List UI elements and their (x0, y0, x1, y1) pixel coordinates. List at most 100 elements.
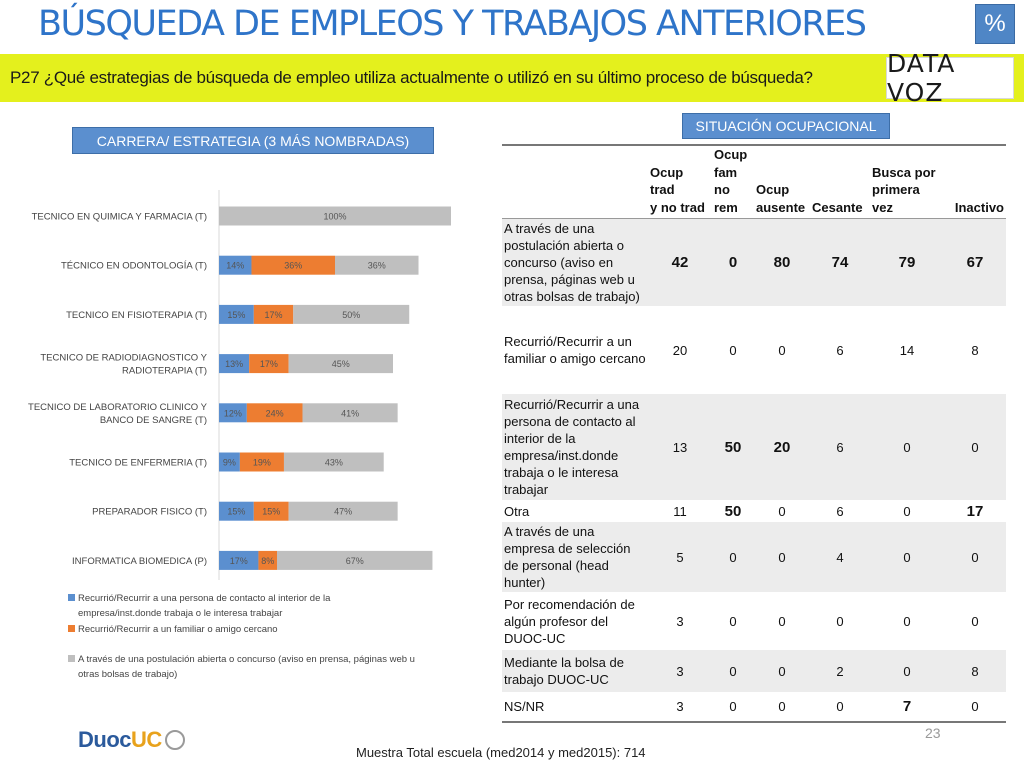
row-label: NS/NR (504, 699, 545, 714)
chart-header: CARRERA/ ESTRATEGIA (3 MÁS NOMBRADAS) (72, 127, 434, 154)
category-label-line: RADIOTERAPIA (T) (122, 366, 207, 377)
table-cell: 5 (676, 549, 684, 565)
table-cell: 14 (899, 342, 915, 358)
legend-label-line: otras bolsas de trabajo) (78, 669, 177, 680)
table-body: A través de una postulación abierta o co… (502, 218, 1006, 722)
legend-label-line: empresa/inst.donde trabaja o le interesa… (78, 608, 282, 619)
legend-swatch (68, 655, 75, 662)
bar-segment (251, 255, 335, 275)
table-cell: 74 (831, 254, 849, 271)
table-row: Recurrió/Recurrir a un familiar o amigo … (502, 306, 1006, 394)
occupational-table: Ocup trad y no trad Ocup fam no rem Ocup ausent… (502, 144, 1006, 723)
datavoz-logo-text: DATA VOZ (887, 49, 956, 107)
category-label-line: TECNICO DE ENFERMERIA (T) (69, 458, 207, 469)
bar-segment (219, 255, 252, 275)
table-cell: 20 (773, 438, 791, 456)
table-cell: 8 (971, 663, 979, 679)
table-row: A través de una postulación abierta o co… (502, 218, 1006, 306)
category-label: INFORMATICA BIOMEDICA (P) (72, 556, 207, 567)
table-cell: 11 (673, 503, 687, 519)
bar-segment (219, 550, 259, 570)
bar-segment (302, 403, 398, 423)
table-cell: 0 (729, 342, 737, 358)
table-cell: 0 (778, 342, 786, 358)
legend-label-line: Recurrió/Recurrir a un familiar o amigo … (78, 624, 278, 635)
category-label-line: TECNICO DE LABORATORIO CLINICO Y (28, 402, 208, 413)
category-label-line: INFORMATICA BIOMEDICA (P) (72, 556, 207, 567)
table-cell: 3 (676, 613, 684, 629)
category-label: TECNICO DE RADIODIAGNOSTICO Y RADIOTERAPI… (40, 353, 207, 377)
datavoz-logo: DATA VOZ (886, 49, 1014, 107)
duoc-logo-part1: Duoc (78, 727, 132, 752)
legend-label-line: A través de una postulación abierta o co… (78, 654, 415, 665)
duoc-logo-part2: UC (131, 727, 162, 752)
bar-segment (219, 452, 240, 472)
column-header: Ocup trad y no trad (650, 164, 705, 215)
category-label-line: PREPARADOR FISICO (T) (92, 507, 207, 518)
table-cell: 0 (903, 549, 911, 565)
row-label: Recurrió/Recurrir a un familiar o amigo … (504, 334, 646, 366)
table-cell: 0 (778, 613, 786, 629)
column-header: Cesante (812, 199, 863, 215)
data-label: 47% (334, 507, 352, 517)
stacked-bar-chart: TECNICO EN QUIMICA Y FARMACIA (T) 100% TÉC… (28, 190, 451, 680)
seal-icon (164, 730, 185, 750)
table-cell: 0 (729, 663, 737, 679)
data-label: 12% (224, 408, 242, 418)
bar-segment (219, 354, 250, 374)
table-cell: 0 (971, 613, 979, 629)
table-cell: 0 (728, 254, 738, 271)
data-label: 17% (260, 359, 278, 369)
bar-segment (277, 550, 433, 570)
row-label: A través de una empresa de selección de … (504, 524, 631, 590)
percent-badge: % (975, 4, 1015, 44)
question-text: P27 ¿Qué estrategias de búsqueda de empl… (10, 68, 813, 87)
table-header-row: Ocup trad y no trad Ocup fam no rem Ocup ausent… (502, 145, 1006, 219)
bar-segment (258, 550, 277, 570)
data-label: 36% (284, 261, 302, 271)
page-title: BÚSQUEDA DE EMPLEOS Y TRABAJOS ANTERIORE… (38, 4, 867, 44)
table-row: Mediante la bolsa de trabajo DUOC-UC 3 0 0 2… (502, 650, 1006, 692)
duoc-uc-logo: DuocUC (78, 725, 186, 755)
data-label: 14% (226, 261, 244, 271)
legend-label: Recurrió/Recurrir a una persona de conta… (78, 593, 331, 619)
bar-segment (239, 452, 284, 472)
row-label: A través de una postulación abierta o co… (504, 221, 640, 304)
data-label: 9% (223, 458, 236, 468)
data-label: 41% (341, 408, 359, 418)
table-cell: 0 (778, 663, 786, 679)
data-label: 17% (265, 310, 283, 320)
legend-label-line: Recurrió/Recurrir a una persona de conta… (78, 593, 331, 604)
bar-segment (219, 403, 247, 423)
table-cell: 0 (836, 699, 844, 714)
data-label: 67% (346, 556, 364, 566)
bar-segment (293, 304, 410, 324)
table-cell: 0 (778, 699, 786, 714)
table-cell: 6 (836, 342, 844, 358)
legend-swatch (68, 625, 75, 632)
table-cell: 0 (971, 439, 979, 455)
data-label: 36% (368, 261, 386, 271)
data-label: 8% (261, 556, 274, 566)
table-cell: 0 (971, 699, 979, 714)
duoc-logo-text: DuocUC (78, 727, 162, 753)
row-label: Mediante la bolsa de trabajo DUOC-UC (504, 655, 624, 687)
legend-swatch (68, 594, 75, 601)
data-label: 43% (325, 458, 343, 468)
bar-segment (283, 452, 384, 472)
table-cell: 80 (773, 254, 791, 271)
bar-segment (253, 501, 289, 521)
category-label: TÉCNICO EN ODONTOLOGÍA (T) (61, 261, 207, 272)
bar-segment (246, 403, 303, 423)
sample-note: Muestra Total escuela (med2014 y med2015… (356, 745, 646, 760)
row-label: Por recomendación de algún profesor del … (504, 596, 635, 646)
table-cell: 20 (672, 342, 688, 358)
data-label: 24% (266, 408, 284, 418)
category-label: TECNICO DE ENFERMERIA (T) (69, 458, 207, 469)
data-label: 50% (342, 310, 360, 320)
table-header: SITUACIÓN OCUPACIONAL (682, 113, 890, 139)
table-cell: 0 (836, 613, 844, 629)
table-cell: 2 (836, 663, 844, 679)
data-label: 13% (225, 359, 243, 369)
legend-label: A través de una postulación abierta o co… (78, 654, 415, 680)
